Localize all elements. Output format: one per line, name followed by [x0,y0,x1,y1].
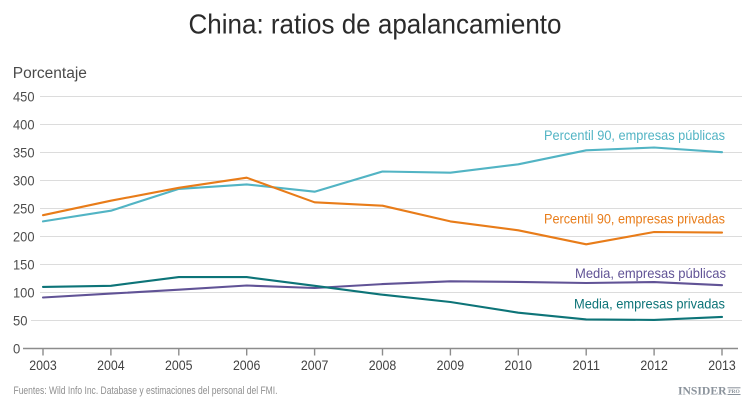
svg-text:INSIDER: INSIDER [678,385,727,397]
svg-text:2008: 2008 [369,357,397,373]
svg-text:200: 200 [13,229,35,245]
svg-text:150: 150 [13,257,35,273]
svg-text:100: 100 [13,285,35,301]
svg-text:2012: 2012 [640,357,668,373]
svg-text:2013: 2013 [708,357,736,373]
svg-text:PRO: PRO [728,389,740,395]
svg-text:350: 350 [13,145,35,161]
svg-text:0: 0 [13,341,20,357]
svg-text:2009: 2009 [437,357,465,373]
svg-text:450: 450 [13,89,35,105]
svg-text:300: 300 [13,173,35,189]
svg-text:Percentil 90, empresas privada: Percentil 90, empresas privadas [544,211,725,227]
svg-text:2010: 2010 [505,357,533,373]
svg-text:50: 50 [13,313,28,329]
svg-text:2006: 2006 [233,357,261,373]
svg-text:250: 250 [13,201,35,217]
svg-text:2005: 2005 [165,357,193,373]
svg-text:Media, empresas públicas: Media, empresas públicas [575,265,726,281]
svg-text:Fuentes: Wild Info Inc. Databa: Fuentes: Wild Info Inc. Database y estim… [14,385,278,397]
svg-text:2011: 2011 [572,357,600,373]
svg-text:Porcentaje: Porcentaje [13,65,87,82]
svg-text:400: 400 [13,117,35,133]
svg-text:China: ratios de apalancamient: China: ratios de apalancamiento [189,8,562,39]
svg-text:2007: 2007 [301,357,329,373]
svg-text:Media, empresas privadas: Media, empresas privadas [574,296,725,312]
svg-text:2003: 2003 [29,357,57,373]
svg-text:Percentil 90, empresas pública: Percentil 90, empresas públicas [544,127,725,143]
svg-text:2004: 2004 [97,357,125,373]
